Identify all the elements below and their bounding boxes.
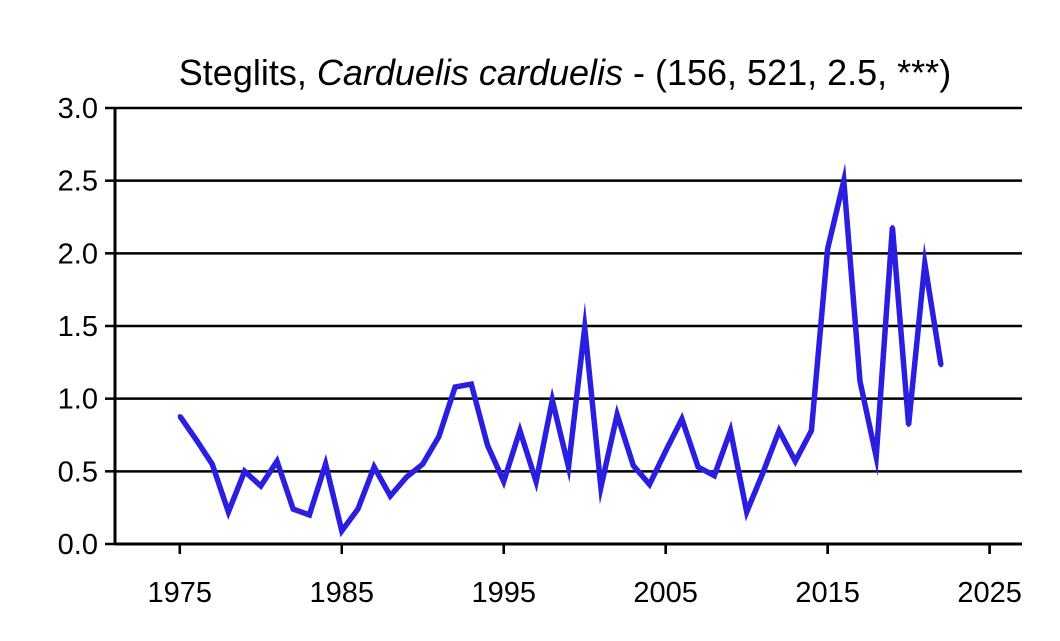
- y-axis-ticks: 0.0 0.5 1.0 1.5 2.0 2.5 3.0: [58, 93, 115, 561]
- data-point: [777, 428, 782, 433]
- y-tick-label: 0.5: [58, 456, 98, 488]
- x-tick-label: 1985: [309, 577, 374, 609]
- chart-title-species: Carduelis carduelis: [317, 52, 623, 93]
- x-tick-label: 2005: [633, 577, 698, 609]
- data-point: [372, 464, 377, 469]
- data-point: [728, 428, 733, 433]
- x-tick-label: 2015: [795, 577, 860, 609]
- data-point: [177, 414, 182, 419]
- chart-title-prefix: Steglits,: [179, 52, 317, 93]
- y-tick-label: 0.0: [58, 529, 98, 561]
- chart-title-suffix: - (156, 521, 2.5, ***): [623, 52, 951, 93]
- series-line: [177, 163, 944, 538]
- chart-title: Steglits, Carduelis carduelis - (156, 52…: [179, 52, 951, 93]
- y-tick-label: 2.5: [58, 166, 98, 198]
- data-point: [712, 473, 717, 478]
- y-tick-label: 1.5: [58, 311, 98, 343]
- data-point: [420, 462, 425, 467]
- x-tick-label: 1975: [148, 577, 213, 609]
- data-point: [615, 412, 620, 417]
- y-tick-label: 1.0: [58, 384, 98, 416]
- data-point: [858, 379, 863, 384]
- y-tick-label: 3.0: [58, 93, 98, 125]
- data-point: [825, 246, 830, 251]
- data-point: [582, 325, 587, 330]
- series-group: [177, 163, 944, 538]
- data-point: [469, 382, 474, 387]
- data-point: [809, 428, 814, 433]
- data-point: [550, 398, 555, 403]
- data-point: [193, 437, 198, 442]
- gridlines: [115, 106, 1022, 473]
- data-point: [841, 178, 846, 183]
- data-point: [793, 459, 798, 464]
- data-point: [631, 463, 636, 468]
- x-tick-label: 2025: [957, 577, 1022, 609]
- data-point: [922, 261, 927, 266]
- data-point: [679, 417, 684, 422]
- data-point: [890, 225, 895, 230]
- y-tick-label: 2.0: [58, 238, 98, 270]
- data-point: [274, 459, 279, 464]
- data-point: [760, 470, 765, 475]
- data-point: [307, 512, 312, 517]
- data-point: [744, 510, 749, 515]
- data-point: [242, 469, 247, 474]
- data-point: [663, 448, 668, 453]
- data-point: [404, 475, 409, 480]
- data-point: [258, 483, 263, 488]
- x-axis-ticks: 1975 1985 1995 2005 2015 2025: [148, 544, 1022, 609]
- data-point: [598, 485, 603, 490]
- data-point: [534, 479, 539, 484]
- data-point: [291, 507, 296, 512]
- data-point: [226, 510, 231, 515]
- data-point: [210, 462, 215, 467]
- data-point: [453, 385, 458, 390]
- data-point: [355, 507, 360, 512]
- x-tick-label: 1995: [471, 577, 536, 609]
- data-point: [388, 494, 393, 499]
- data-point: [436, 434, 441, 439]
- data-point: [323, 462, 328, 467]
- data-point: [485, 443, 490, 448]
- data-point: [566, 464, 571, 469]
- data-point: [339, 528, 344, 533]
- data-point: [517, 428, 522, 433]
- data-point: [501, 479, 506, 484]
- data-point: [939, 363, 944, 368]
- data-point: [696, 464, 701, 469]
- data-point: [647, 482, 652, 487]
- data-point: [874, 454, 879, 459]
- data-point: [906, 422, 911, 427]
